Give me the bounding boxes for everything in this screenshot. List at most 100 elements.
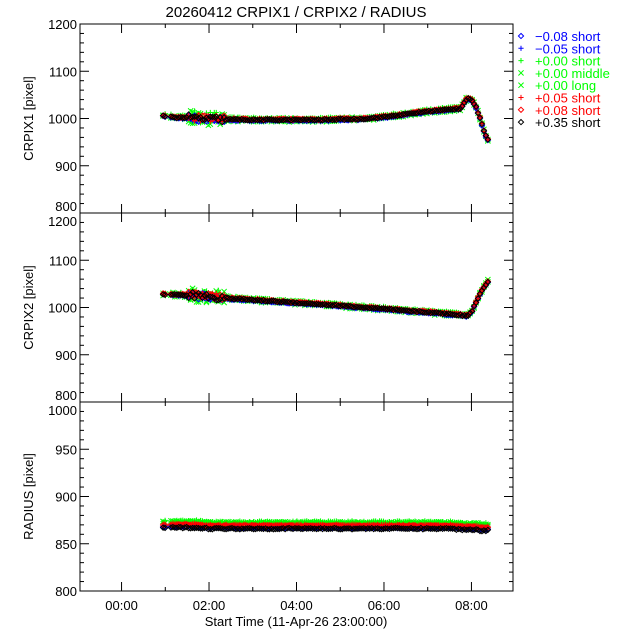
data-point (244, 525, 252, 532)
data-point (423, 524, 431, 532)
legend-label: −0.08 short (535, 29, 601, 44)
data-point (449, 311, 456, 318)
legend-label: +0.00 short (535, 54, 601, 69)
data-point (207, 293, 214, 301)
data-point (293, 116, 301, 124)
legend-label: +0.05 short (535, 91, 601, 106)
data-point (240, 116, 248, 124)
data-point (268, 525, 275, 533)
data-point (195, 114, 202, 122)
data-point (293, 525, 301, 532)
data-point (462, 312, 470, 320)
data-point (358, 525, 366, 532)
data-point (482, 132, 490, 139)
data-point (305, 299, 313, 307)
x-tick-label: 06:00 (368, 598, 401, 613)
data-point (394, 524, 401, 532)
legend-item: −0.08 short (517, 29, 601, 44)
legend-label: +0.08 short (535, 103, 601, 118)
data-point (175, 114, 183, 121)
data-point (455, 311, 462, 319)
data-point (332, 525, 340, 532)
data-point (254, 525, 261, 532)
data-point (409, 307, 417, 315)
data-point (301, 116, 309, 124)
data-point (161, 113, 169, 120)
y-tick-label: 900 (55, 348, 77, 363)
legend-item: +0.00 long (518, 78, 596, 93)
data-point (378, 305, 385, 312)
x-tick-label: 08:00 (455, 598, 488, 613)
data-point (285, 524, 293, 532)
data-point (214, 296, 222, 304)
data-point (161, 290, 169, 298)
data-point (305, 525, 313, 532)
legend-label: +0.00 long (535, 78, 596, 93)
series-7 (159, 523, 492, 535)
data-point (167, 113, 175, 120)
legend-marker-plus-icon (518, 58, 524, 64)
data-point (173, 291, 181, 298)
data-point (370, 114, 378, 121)
data-point (201, 292, 208, 299)
legend-marker-diamond-icon (517, 32, 525, 40)
data-point (222, 294, 230, 301)
y-tick-label: 800 (55, 584, 77, 599)
data-point (283, 116, 291, 123)
data-point (181, 524, 189, 531)
y-tick-label: 1000 (48, 301, 77, 316)
data-point (271, 116, 279, 124)
data-point (228, 524, 236, 532)
data-point (455, 105, 462, 112)
data-point (435, 309, 442, 317)
data-point (226, 115, 234, 123)
data-point (189, 288, 196, 296)
data-point (177, 113, 185, 121)
data-point (340, 302, 348, 309)
y-tick-label: 1000 (48, 403, 77, 418)
data-point (307, 524, 315, 532)
data-point (472, 103, 480, 110)
data-point (403, 307, 411, 314)
y-tick-label: 800 (55, 199, 77, 214)
data-point (368, 304, 376, 312)
data-point (287, 299, 295, 307)
data-point (179, 291, 187, 299)
data-point (441, 310, 448, 317)
data-point (254, 296, 261, 304)
data-point (199, 294, 206, 302)
data-point (474, 109, 482, 117)
data-point (449, 525, 456, 532)
panel-2: 800 900 1000 1100 1200 CRPIX2 [pixel] (21, 212, 514, 403)
data-point (468, 307, 476, 315)
legend-marker-plus-icon (518, 45, 524, 51)
data-point (277, 525, 285, 532)
data-point (262, 525, 269, 532)
data-point (344, 525, 352, 532)
data-point (336, 115, 344, 123)
x-tick-label: 02:00 (193, 598, 226, 613)
plot-frame (79, 401, 514, 592)
panel-3: 800 850 900 950 1000 RADIUS [pixel] (21, 401, 514, 599)
data-point (451, 311, 458, 319)
data-point (289, 116, 297, 123)
data-point (455, 106, 462, 113)
data-point (319, 301, 326, 308)
data-point (291, 299, 299, 307)
y-tick-label: 1100 (49, 253, 77, 268)
data-point (232, 115, 240, 123)
plot-frame (79, 212, 514, 403)
data-point (342, 115, 350, 123)
data-point (191, 113, 198, 120)
data-point (346, 302, 354, 310)
data-point (366, 525, 374, 533)
data-point (362, 304, 370, 311)
data-point (331, 524, 338, 532)
data-point (321, 524, 328, 532)
data-point (472, 299, 480, 307)
data-point (417, 308, 425, 315)
data-point (466, 309, 474, 317)
data-point (222, 294, 230, 302)
data-point (240, 295, 248, 303)
series-7 (159, 95, 492, 143)
